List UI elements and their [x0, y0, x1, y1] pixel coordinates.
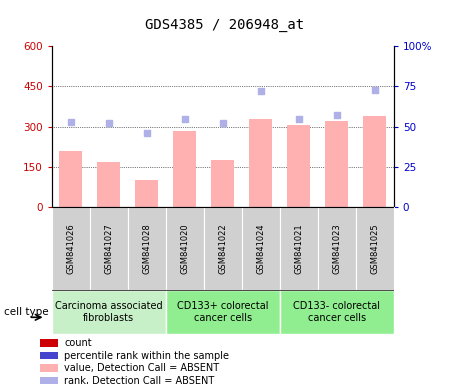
Text: GSM841028: GSM841028 [142, 223, 151, 274]
Point [143, 130, 150, 136]
Text: GSM841022: GSM841022 [218, 223, 227, 274]
Bar [173, 131, 196, 207]
Bar [280, 207, 318, 290]
Point [67, 119, 74, 125]
Bar [40, 339, 58, 347]
Bar [40, 364, 58, 372]
Point [295, 116, 302, 122]
Bar [135, 180, 158, 207]
Bar [59, 151, 82, 207]
Text: GSM841020: GSM841020 [180, 223, 189, 274]
Text: GSM841027: GSM841027 [104, 223, 113, 274]
Text: GSM841021: GSM841021 [294, 223, 303, 274]
Bar [363, 116, 386, 207]
Bar [128, 207, 166, 290]
Text: CD133- colorectal
cancer cells: CD133- colorectal cancer cells [293, 301, 380, 323]
Text: cell type: cell type [4, 307, 49, 317]
Point [105, 121, 112, 127]
Bar [166, 207, 204, 290]
Text: rank, Detection Call = ABSENT: rank, Detection Call = ABSENT [64, 376, 215, 384]
Point [333, 113, 340, 119]
Text: percentile rank within the sample: percentile rank within the sample [64, 351, 230, 361]
Text: count: count [64, 338, 92, 348]
Point [219, 121, 226, 127]
Bar [52, 290, 166, 334]
Text: GSM841023: GSM841023 [332, 223, 341, 274]
Bar [212, 161, 234, 207]
Bar [242, 207, 280, 290]
Text: Carcinoma associated
fibroblasts: Carcinoma associated fibroblasts [55, 301, 162, 323]
Text: GSM841026: GSM841026 [66, 223, 75, 274]
Point [181, 116, 189, 122]
Bar [325, 121, 348, 207]
Text: CD133+ colorectal
cancer cells: CD133+ colorectal cancer cells [177, 301, 269, 323]
Text: GSM841025: GSM841025 [370, 223, 379, 274]
Bar [249, 119, 272, 207]
Bar [280, 290, 394, 334]
Bar [52, 207, 90, 290]
Text: GSM841024: GSM841024 [256, 223, 265, 274]
Bar [90, 207, 128, 290]
Text: value, Detection Call = ABSENT: value, Detection Call = ABSENT [64, 363, 220, 373]
Bar [166, 290, 280, 334]
Bar [288, 125, 310, 207]
Bar [97, 162, 120, 207]
Bar [204, 207, 242, 290]
Point [257, 88, 264, 94]
Bar [40, 377, 58, 384]
Point [371, 86, 378, 93]
Text: GDS4385 / 206948_at: GDS4385 / 206948_at [145, 18, 305, 32]
Bar [356, 207, 394, 290]
Bar [40, 352, 58, 359]
Bar [318, 207, 356, 290]
